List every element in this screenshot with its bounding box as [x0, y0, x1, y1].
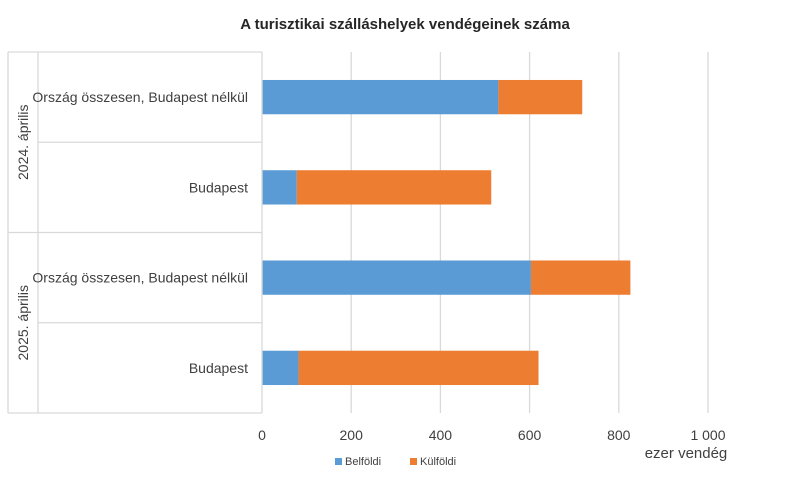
legend-swatch-belföldi — [335, 458, 342, 465]
legend: Belföldi Külföldi — [335, 456, 456, 468]
category-label: Ország összesen, Budapest nélkül — [32, 89, 248, 105]
group-label: 2024. április — [15, 105, 31, 181]
category-label: Budapest — [189, 179, 248, 195]
x-tick-label: 400 — [429, 427, 453, 443]
x-tick-label: 0 — [258, 427, 266, 443]
bars — [262, 79, 631, 386]
group-label: 2025. április — [15, 285, 31, 361]
category-labels: Ország összesen, Budapest nélkül Budapest… — [15, 89, 248, 376]
bar-külföldi-1 — [498, 79, 583, 115]
legend-label-belföldi: Belföldi — [345, 456, 381, 468]
bar-külföldi-4 — [298, 350, 539, 386]
bar-belföldi-4 — [262, 350, 299, 386]
x-axis-label: ezer vendég — [645, 445, 728, 462]
bar-belföldi-1 — [262, 79, 499, 115]
axes — [7, 51, 263, 414]
category-label: Ország összesen, Budapest nélkül — [32, 270, 248, 286]
bar-belföldi-2 — [262, 170, 297, 205]
bar-külföldi-2 — [296, 170, 492, 205]
legend-label-külföldi: Külföldi — [420, 456, 456, 468]
bar-külföldi-3 — [530, 260, 631, 295]
x-tick-labels: 0 200 400 600 800 1 000 — [258, 427, 726, 443]
bar-belföldi-3 — [262, 260, 531, 295]
chart-title: A turisztikai szálláshelyek vendégeinek … — [240, 16, 570, 33]
x-tick-label: 800 — [607, 427, 631, 443]
category-label: Budapest — [189, 360, 248, 376]
x-tick-label: 1 000 — [690, 427, 725, 443]
x-tick-label: 600 — [518, 427, 542, 443]
x-tick-label: 200 — [340, 427, 364, 443]
legend-swatch-külföldi — [410, 458, 417, 465]
